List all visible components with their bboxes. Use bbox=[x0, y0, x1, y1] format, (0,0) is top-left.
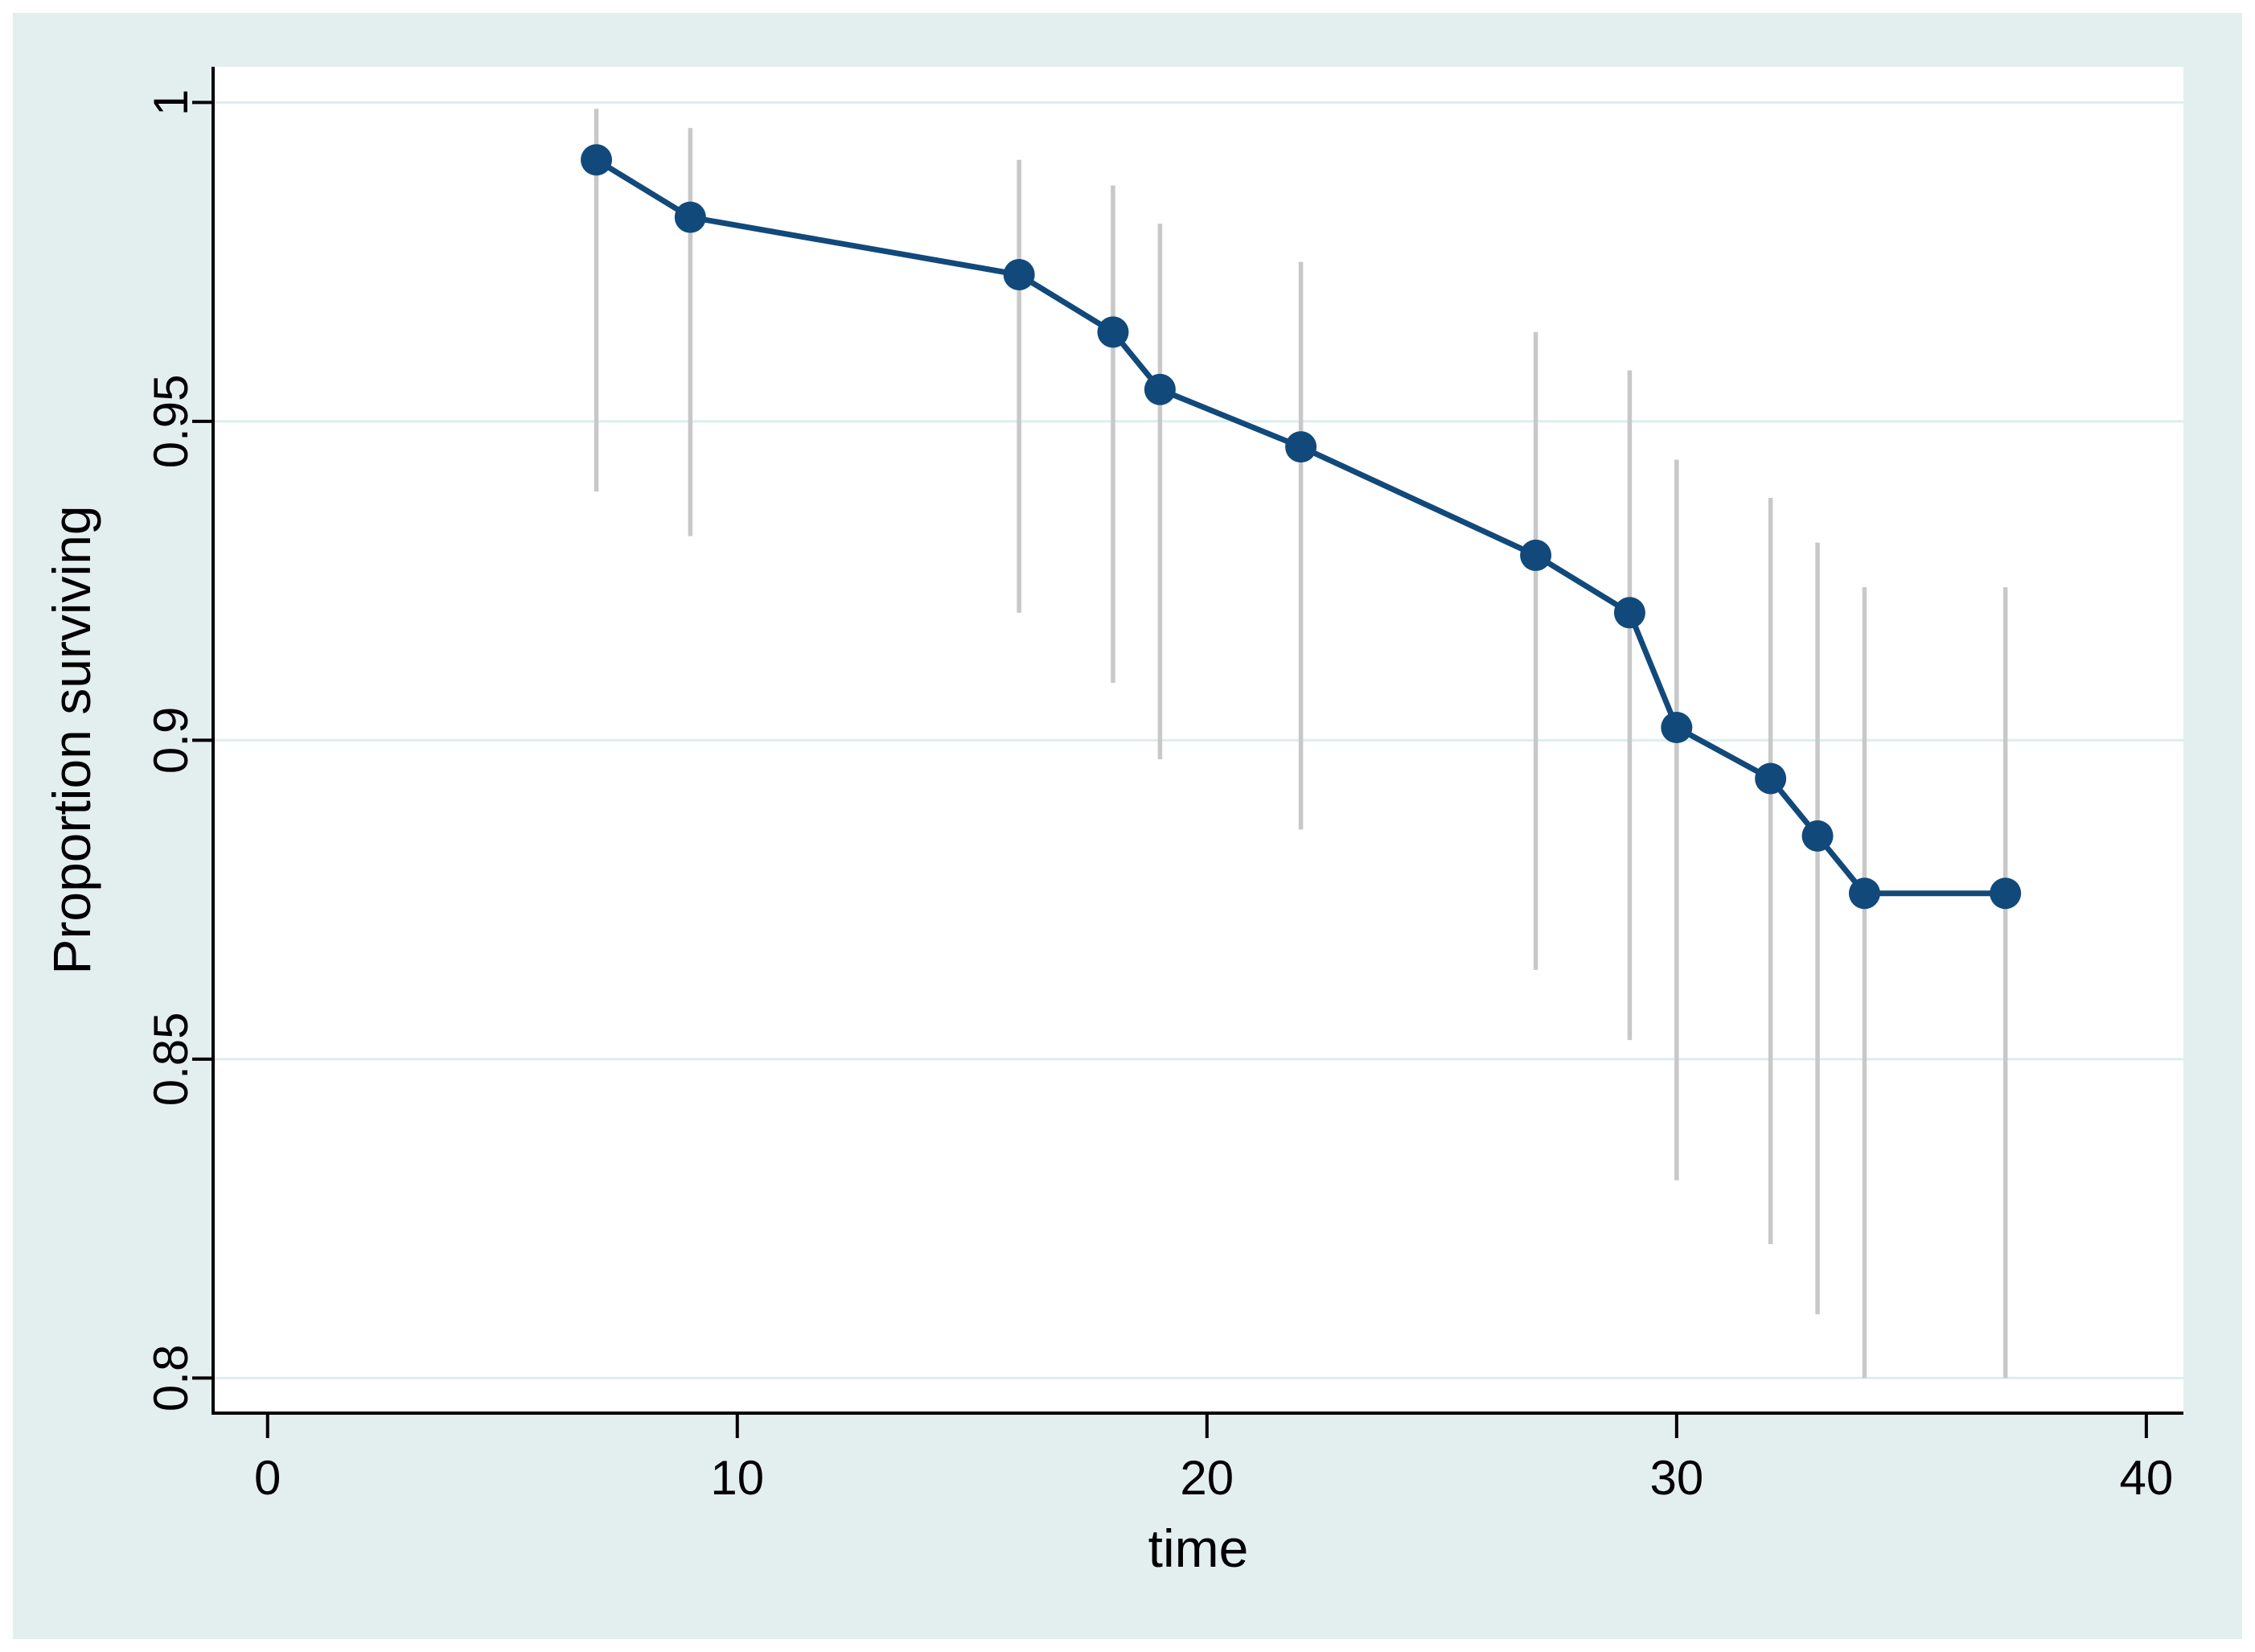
data-point bbox=[1801, 820, 1834, 852]
y-axis-title: Proportion surviving bbox=[42, 505, 101, 974]
y-tick-label: 0.9 bbox=[144, 707, 198, 774]
x-tick-label: 10 bbox=[710, 1451, 764, 1505]
data-points bbox=[581, 144, 2022, 910]
data-point bbox=[1144, 373, 1176, 405]
data-point bbox=[1990, 877, 2022, 910]
data-point bbox=[1520, 539, 1552, 571]
x-tick-label: 30 bbox=[1649, 1451, 1703, 1505]
data-point bbox=[1755, 762, 1787, 795]
y-tick-label: 0.8 bbox=[144, 1345, 198, 1412]
data-point bbox=[581, 144, 613, 176]
y-tick-label: 0.85 bbox=[144, 1013, 198, 1107]
data-point bbox=[1848, 877, 1880, 910]
x-axis-ticks: 0 10 20 30 40 bbox=[254, 1413, 2173, 1505]
x-tick-label: 0 bbox=[254, 1451, 281, 1505]
y-tick-label: 0.95 bbox=[144, 375, 198, 469]
data-point bbox=[1097, 316, 1129, 348]
data-point bbox=[1661, 712, 1693, 744]
x-axis-title: time bbox=[1148, 1518, 1249, 1578]
y-axis-ticks: 1 0.95 0.9 0.85 0.8 bbox=[144, 89, 213, 1412]
x-tick-label: 20 bbox=[1180, 1451, 1234, 1505]
data-point bbox=[1285, 431, 1317, 463]
data-point bbox=[674, 201, 706, 233]
y-tick-label: 1 bbox=[144, 89, 198, 116]
data-point bbox=[1613, 597, 1645, 629]
data-point bbox=[1003, 259, 1035, 291]
gridlines bbox=[213, 101, 2183, 1379]
x-tick-label: 40 bbox=[2119, 1451, 2173, 1505]
